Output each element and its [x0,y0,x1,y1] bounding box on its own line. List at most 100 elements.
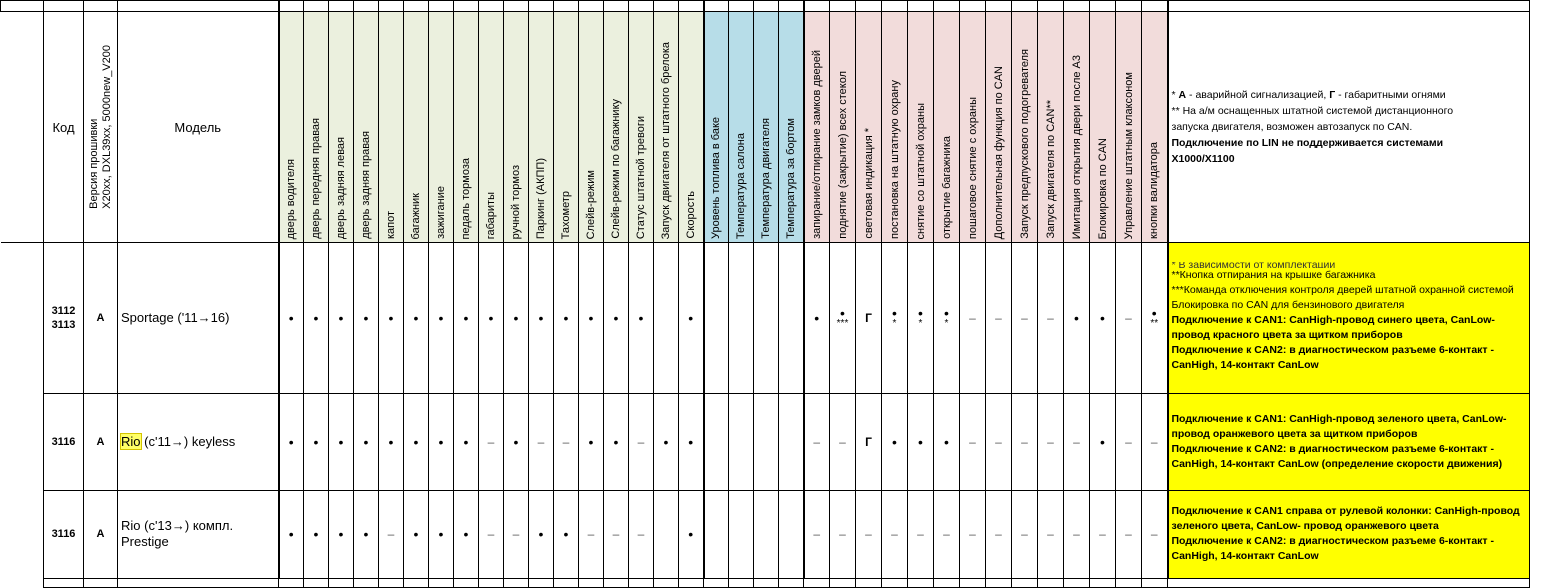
column-header-label: открытие багажника [940,136,953,239]
row-code: 3116 [43,392,84,491]
row-notes: * В зависимости от комплектации **Кнопка … [1167,242,1530,394]
column-header-label: Слейв-режим по багажнику [610,99,622,239]
feature-value: • [588,309,594,326]
feature-value: – [891,527,898,541]
top-band-cell [1141,0,1169,12]
feature-value: • [563,309,569,326]
column-header: дверь задняя левая [328,11,354,243]
column-header: Дополнительная функция по CAN [985,11,1012,243]
feature-value: – [537,434,545,449]
column-header: Скорость [678,11,705,243]
header-firmware-line: Версия прошивки [87,118,100,209]
feature-cell: • [603,242,629,394]
top-band-cell [553,0,579,12]
top-band-cell [1063,0,1090,12]
top-band-cell [353,0,379,12]
feature-value: – [487,527,495,541]
column-header-label: запирание/отпирание замков дверей [810,50,823,239]
feature-cell: • [453,242,479,394]
feature-value: – [943,527,950,541]
top-band-cell [1089,0,1116,12]
feature-cell: – [829,392,856,491]
top-band-cell [1037,0,1064,12]
top-band-cell [428,0,454,12]
header-note-fragment: Г [1329,89,1336,101]
feature-cell [778,242,805,394]
feature-cell: • [678,242,705,394]
feature-cell: – [1011,392,1038,491]
feature-value: • [613,309,619,326]
top-band-cell [1115,0,1142,12]
feature-cell [728,392,754,491]
feature-value: • [944,304,949,321]
feature-cell: – [578,489,604,579]
feature-cell [753,242,779,394]
feature-cell: – [528,392,554,491]
feature-value: – [1150,434,1158,449]
feature-cell: • [303,392,329,491]
feature-value: – [917,527,924,541]
row-model: Rio (c'13→) компл. Prestige [117,489,280,579]
feature-value: – [995,434,1002,449]
row-note-line: Подключение к CAN2: в диагностическом ра… [1171,344,1494,372]
row-code-value: 3113 [51,318,76,331]
column-header: дверь водителя [277,11,304,243]
row-note-line: Подключение к CAN2: в диагностическом ра… [1171,442,1503,470]
feature-cell: • [277,489,304,579]
feature-value: • [363,526,369,542]
top-band-cell [378,0,404,12]
feature-value: – [1047,434,1054,449]
feature-footnote-mark: ** [1150,317,1159,329]
feature-value: – [612,527,620,541]
feature-footnote-mark: *** [836,317,849,329]
feature-value: – [487,434,495,449]
feature-value: – [1125,310,1132,325]
feature-cell: – [1115,392,1142,491]
feature-cell: • [328,242,354,394]
feature-cell: • [328,489,354,579]
feature-cell: – [1063,489,1090,579]
column-header-label: Запуск двигателя по CAN** [1044,100,1057,239]
feature-value: • [1100,309,1105,326]
feature-cell: – [1037,242,1064,394]
column-header-label: Температура салона [735,132,747,239]
row-notes: Подключение к CAN1: CanHigh-провод зелен… [1167,392,1530,491]
feature-cell: – [933,489,960,579]
feature-value: – [969,434,976,449]
feature-cell: • [353,489,379,579]
row-code: 3112 3113 [43,242,84,394]
feature-value: – [1021,310,1028,325]
feature-cell: – [478,392,504,491]
feature-cell [728,242,754,394]
feature-cell [753,489,779,579]
row-note-top: * В зависимости от комплектации [1171,262,1336,269]
feature-cell: – [985,489,1012,579]
feature-value: • [363,433,369,450]
column-header-label: ручной тормоз [510,164,522,239]
left-margin-cell [0,393,44,490]
feature-value: • [338,309,344,326]
feature-cell: – [1115,489,1142,579]
feature-cell: – [829,489,856,579]
column-header-label: багажник [410,192,422,239]
feature-value: • [918,433,923,450]
feature-value: • [413,526,419,542]
top-band-cell [603,0,629,12]
feature-cell: • [303,489,329,579]
feature-value: • [918,304,923,321]
left-margin-cell [0,490,44,578]
column-header: световая индикация * [855,11,882,243]
feature-cell: – [1115,242,1142,394]
feature-cell [728,489,754,579]
column-header-label: Дополнительная функция по CAN [992,65,1005,239]
row-note-line: Блокировка по CAN для бензинового двигат… [1171,299,1405,312]
feature-cell: • [1089,392,1116,491]
table-row: 3112 3113 A Sportage ('11→16) • • • • • • • • • • • • • •… [0,242,1530,394]
feature-cell: • [881,392,908,491]
column-header: Запуск предпускового подогревателя [1011,11,1038,243]
feature-cell: – [628,489,654,579]
feature-cell: Г [855,392,882,491]
feature-cell: • [428,392,454,491]
feature-value: • [944,433,949,450]
feature-cell: • [528,489,554,579]
